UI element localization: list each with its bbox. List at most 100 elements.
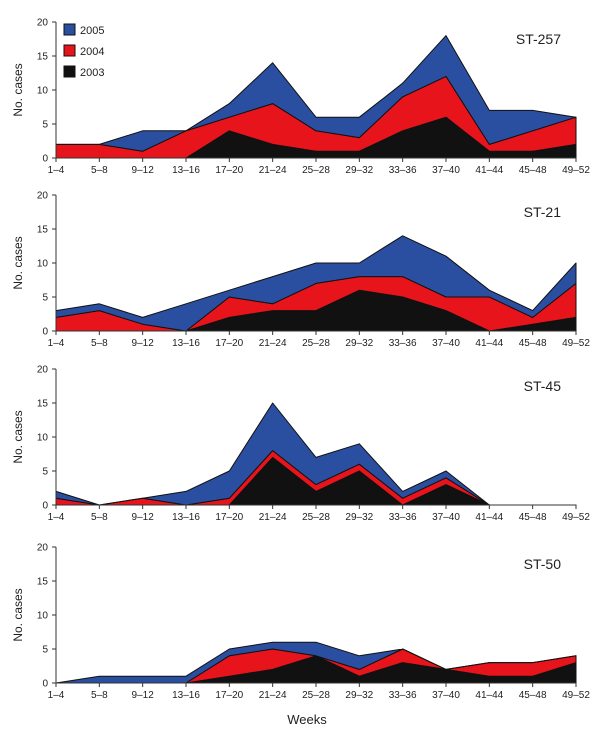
legend-swatch — [63, 23, 76, 36]
panel-st-21: 0 5 10 15 20 1–4 5–8 9–12 13–16 17–20 21–24 25–28 29… — [11, 191, 590, 350]
y-axis-label: No. cases — [11, 236, 25, 289]
legend-label: 2004 — [80, 46, 104, 58]
x-tick-label: 9–12 — [132, 165, 155, 176]
x-tick-label: 29–32 — [345, 338, 373, 349]
area-series-2005-st-21 — [55, 235, 577, 332]
x-tick-label: 25–28 — [302, 165, 330, 176]
x-tick-label: 1–4 — [48, 690, 65, 701]
x-tick-label: 37–40 — [432, 690, 460, 701]
y-tick-label: 15 — [37, 399, 49, 410]
x-tick-label: 9–12 — [132, 690, 155, 701]
x-tick-label: 37–40 — [432, 338, 460, 349]
x-tick-label: 33–36 — [389, 512, 417, 523]
x-tick-label: 45–48 — [519, 690, 547, 701]
y-tick-label: 20 — [37, 191, 49, 202]
x-tick-label: 21–24 — [259, 690, 287, 701]
y-axis-label: No. cases — [11, 63, 25, 116]
panel-st-45: 0 5 10 15 20 1–4 5–8 9–12 13–16 17–20 21–24 25–28 29… — [11, 365, 590, 524]
y-tick-label: 20 — [37, 543, 49, 554]
panel-st-50: 0 5 10 15 20 1–4 5–8 9–12 13–16 17–20 21–24 25–28 29… — [11, 543, 590, 702]
x-tick-label: 25–28 — [302, 512, 330, 523]
x-tick-label: 17–20 — [215, 690, 243, 701]
y-tick-label: 15 — [37, 52, 49, 63]
area-series-2005-st-257 — [55, 35, 577, 152]
x-tick-label: 17–20 — [215, 338, 243, 349]
x-tick-label: 21–24 — [259, 338, 287, 349]
x-tick-label: 49–52 — [562, 690, 590, 701]
y-tick-label: 10 — [37, 259, 49, 270]
panel-title: ST-21 — [524, 204, 562, 220]
legend: 2005 2004 2003 — [63, 23, 104, 79]
x-tick-label: 33–36 — [389, 165, 417, 176]
x-tick-label: 29–32 — [345, 512, 373, 523]
legend-swatch — [63, 65, 76, 78]
y-tick-label: 10 — [37, 86, 49, 97]
x-tick-label: 13–16 — [172, 338, 200, 349]
y-tick-label: 5 — [42, 293, 48, 304]
legend-item-2004: 2004 — [63, 44, 104, 58]
legend-label: 2005 — [80, 25, 104, 37]
x-tick-label: 5–8 — [91, 512, 108, 523]
panel-title: ST-50 — [524, 556, 562, 572]
panel-st-257: 0 5 10 15 20 1–4 5–8 9–12 13–16 17–20 21–24 25–28 29… — [11, 18, 590, 177]
x-tick-label: 41–44 — [475, 690, 503, 701]
x-tick-label: 45–48 — [519, 338, 547, 349]
x-tick-label: 25–28 — [302, 338, 330, 349]
y-tick-label: 20 — [37, 365, 49, 376]
x-tick-label: 37–40 — [432, 165, 460, 176]
y-tick-label: 15 — [37, 225, 49, 236]
legend-label: 2003 — [80, 67, 104, 79]
x-tick-label: 49–52 — [562, 165, 590, 176]
x-tick-label: 1–4 — [48, 512, 65, 523]
x-tick-label: 1–4 — [48, 165, 65, 176]
y-tick-label: 15 — [37, 577, 49, 588]
x-tick-label: 49–52 — [562, 338, 590, 349]
x-tick-label: 29–32 — [345, 690, 373, 701]
x-tick-label: 29–32 — [345, 165, 373, 176]
x-tick-label: 37–40 — [432, 512, 460, 523]
x-tick-label: 33–36 — [389, 690, 417, 701]
y-tick-label: 0 — [42, 154, 48, 165]
y-tick-label: 10 — [37, 433, 49, 444]
x-tick-label: 17–20 — [215, 165, 243, 176]
x-tick-label: 45–48 — [519, 165, 547, 176]
y-tick-label: 0 — [42, 679, 48, 690]
panel-title: ST-45 — [524, 378, 562, 394]
panel-title: ST-257 — [516, 31, 561, 47]
y-tick-label: 20 — [37, 18, 49, 29]
x-tick-label: 13–16 — [172, 512, 200, 523]
x-tick-label: 17–20 — [215, 512, 243, 523]
area-series-2005-st-50 — [55, 641, 577, 684]
x-tick-label: 5–8 — [91, 690, 108, 701]
x-tick-label: 9–12 — [132, 338, 155, 349]
y-axis-label: No. cases — [11, 410, 25, 463]
x-tick-label: 25–28 — [302, 690, 330, 701]
legend-swatch — [63, 44, 76, 57]
x-tick-label: 9–12 — [132, 512, 155, 523]
y-tick-label: 10 — [37, 611, 49, 622]
legend-item-2003: 2003 — [63, 65, 104, 79]
y-tick-label: 0 — [42, 501, 48, 512]
x-tick-label: 21–24 — [259, 165, 287, 176]
y-tick-label: 5 — [42, 645, 48, 656]
x-tick-label: 41–44 — [475, 338, 503, 349]
x-tick-label: 13–16 — [172, 690, 200, 701]
legend-item-2005: 2005 — [63, 23, 104, 37]
x-tick-label: 13–16 — [172, 165, 200, 176]
x-tick-label: 41–44 — [475, 165, 503, 176]
x-tick-label: 41–44 — [475, 512, 503, 523]
x-tick-label: 49–52 — [562, 512, 590, 523]
y-axis-label: No. cases — [11, 588, 25, 641]
x-tick-label: 1–4 — [48, 338, 65, 349]
y-tick-label: 0 — [42, 327, 48, 338]
x-tick-label: 5–8 — [91, 338, 108, 349]
y-tick-label: 5 — [42, 120, 48, 131]
chart-panels: 0 5 10 15 20 1–4 5–8 9–12 13–16 17–20 21–24 25–28 29… — [11, 18, 590, 702]
x-tick-label: 21–24 — [259, 512, 287, 523]
x-tick-label: 33–36 — [389, 338, 417, 349]
x-tick-label: 5–8 — [91, 165, 108, 176]
x-axis-label: Weeks — [287, 712, 327, 727]
y-tick-label: 5 — [42, 467, 48, 478]
x-tick-label: 45–48 — [519, 512, 547, 523]
